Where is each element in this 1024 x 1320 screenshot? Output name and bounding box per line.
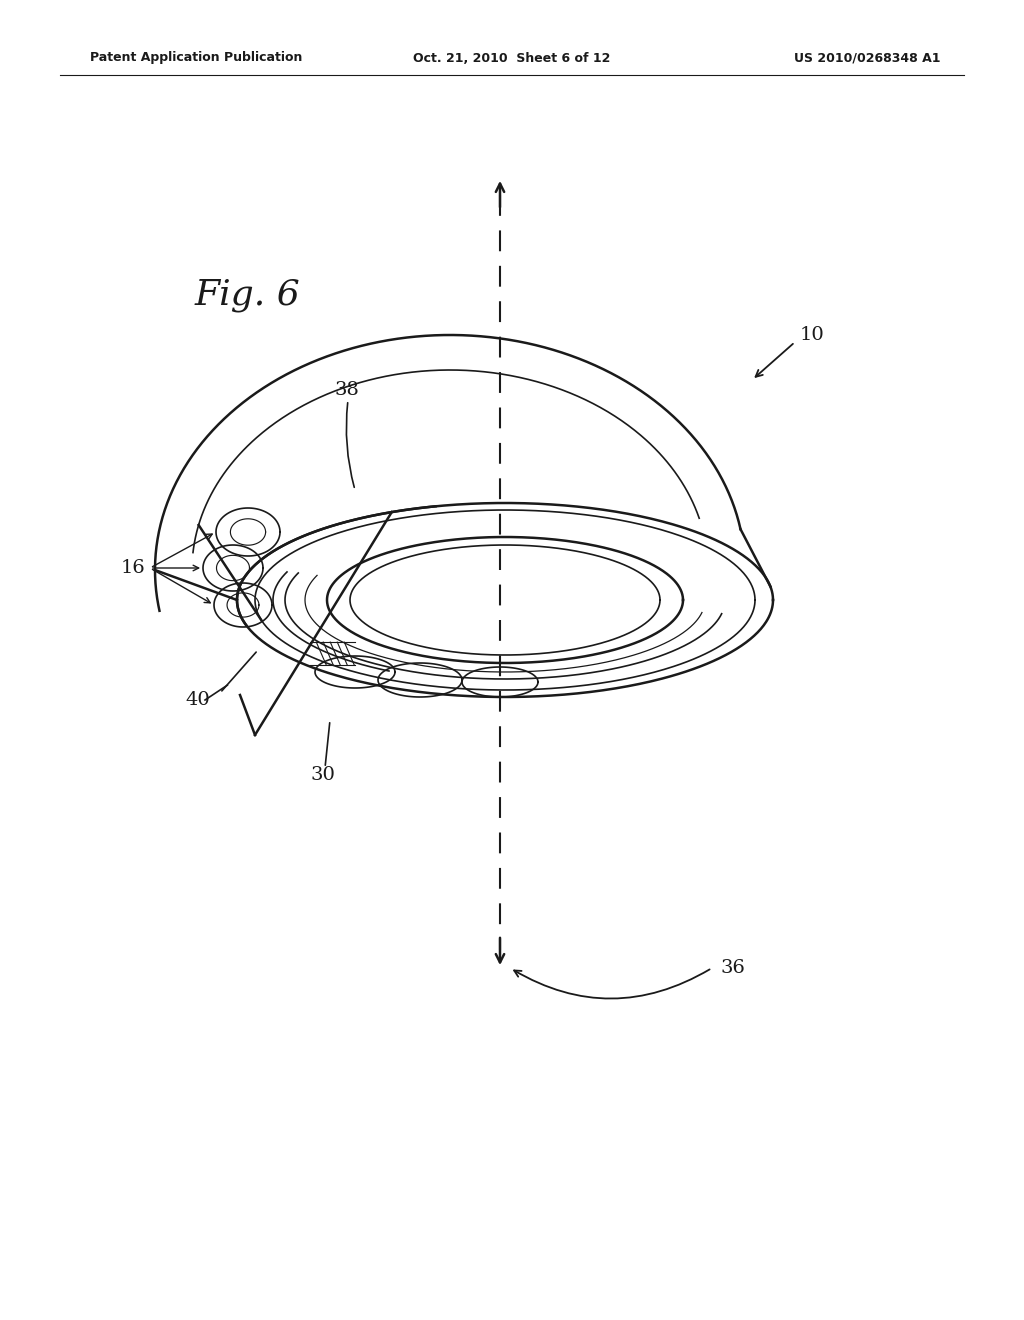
Text: 38: 38 (335, 381, 359, 399)
Text: 36: 36 (720, 960, 744, 977)
Text: US 2010/0268348 A1: US 2010/0268348 A1 (794, 51, 940, 65)
Text: Oct. 21, 2010  Sheet 6 of 12: Oct. 21, 2010 Sheet 6 of 12 (414, 51, 610, 65)
Text: Fig. 6: Fig. 6 (195, 279, 301, 312)
Text: Patent Application Publication: Patent Application Publication (90, 51, 302, 65)
Text: 40: 40 (185, 690, 210, 709)
Text: 16: 16 (120, 558, 145, 577)
Text: 10: 10 (800, 326, 824, 345)
Text: 30: 30 (310, 766, 335, 784)
